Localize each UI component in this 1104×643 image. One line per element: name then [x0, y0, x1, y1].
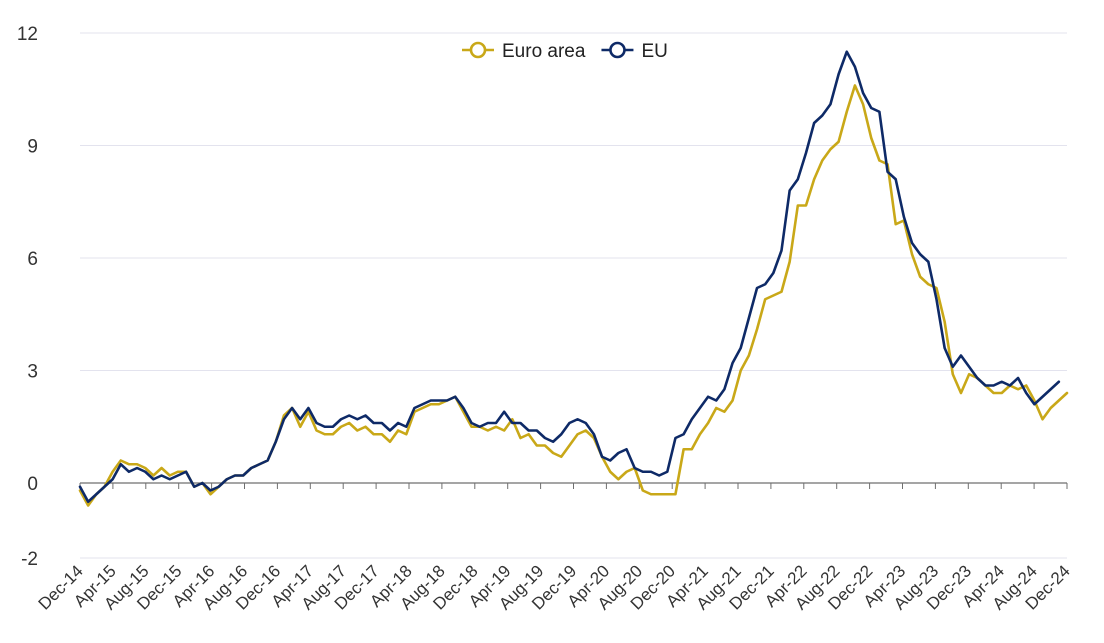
legend-marker-icon: [469, 41, 487, 59]
y-tick-label: 9: [27, 137, 38, 158]
legend-label: Euro area: [502, 41, 586, 62]
gridlines: [80, 32, 1067, 559]
y-tick-label: -2: [21, 549, 38, 570]
legend-item-euro-area[interactable]: Euro area: [462, 41, 586, 62]
y-tick-label: 3: [27, 362, 38, 383]
legend-label: EU: [641, 41, 667, 62]
series-line-eu: [78, 50, 1061, 504]
y-axis-tick-labels: -2 0 3 6 9 12: [17, 24, 38, 570]
series-lines: [78, 50, 1069, 507]
y-tick-label: 0: [27, 474, 38, 495]
y-tick-label: 6: [27, 249, 38, 270]
x-axis: [79, 482, 1068, 489]
x-axis-tick-labels: Dec-14Apr-15Aug-15Dec-15Apr-16Aug-16Dec-…: [35, 561, 1074, 613]
series-line-euro-area: [78, 84, 1069, 507]
legend: Euro area EU: [462, 41, 668, 62]
legend-marker-icon: [609, 41, 626, 59]
y-tick-label: 12: [17, 24, 38, 45]
legend-item-eu[interactable]: EU: [601, 41, 668, 62]
